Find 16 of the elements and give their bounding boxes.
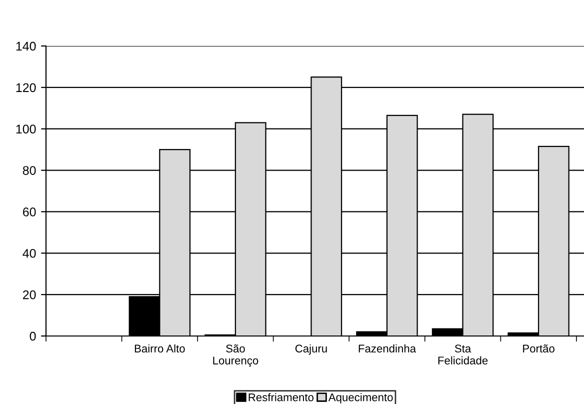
x-tick-label: Cajuru <box>295 344 327 355</box>
x-tick-label: Sta Felicidade <box>438 344 488 364</box>
x-tick-label: Portão <box>523 344 554 352</box>
x-tick-label: São Lourenço <box>213 344 258 367</box>
y-tick-label: 80 <box>22 166 36 175</box>
x-tick-label: Bairro Alto <box>134 344 185 352</box>
legend-label: Aquecimento <box>328 393 393 404</box>
y-tick-label: 60 <box>23 208 36 216</box>
y-tick-label: 0 <box>30 332 36 341</box>
y-tick-label: 20 <box>23 290 36 300</box>
y-tick-label: 40 <box>22 248 36 258</box>
legend-label: Resfriamento <box>248 393 314 402</box>
y-tick-label: 100 <box>16 124 36 134</box>
y-tick-label: 120 <box>16 83 36 92</box>
x-tick-label: Fazendinha <box>358 344 416 352</box>
y-tick-label: 140 <box>16 42 36 51</box>
